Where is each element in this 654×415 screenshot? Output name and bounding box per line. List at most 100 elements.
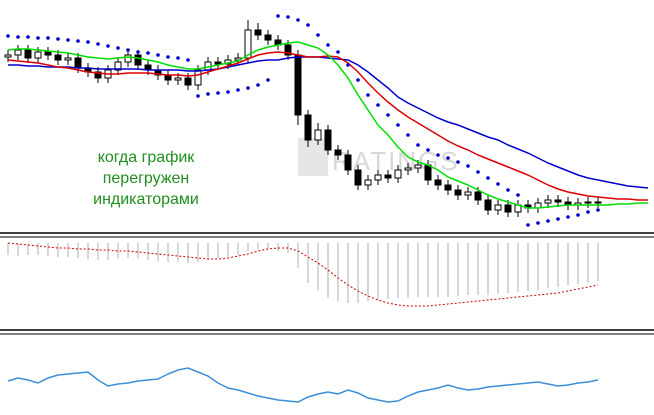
histogram-bar bbox=[97, 243, 99, 260]
candle-body bbox=[334, 149, 342, 156]
candle-body bbox=[264, 34, 272, 41]
sar-dot bbox=[56, 37, 60, 41]
sar-dot bbox=[506, 188, 510, 192]
histogram-bar bbox=[297, 243, 299, 268]
candle-body bbox=[44, 51, 52, 56]
histogram-bar bbox=[267, 243, 269, 249]
sar-dot bbox=[26, 35, 30, 39]
histogram-bar bbox=[337, 243, 339, 301]
sar-dot bbox=[126, 48, 130, 52]
sar-dot bbox=[306, 23, 310, 27]
sar-dot bbox=[286, 15, 290, 19]
sar-dot bbox=[176, 56, 180, 60]
candle-body bbox=[544, 199, 552, 204]
sar-dot bbox=[296, 18, 300, 22]
sar-dot bbox=[416, 143, 420, 147]
annotation: когда график bbox=[98, 149, 196, 166]
sar-dot bbox=[336, 50, 340, 54]
histogram-bar bbox=[427, 243, 429, 297]
histogram-bar bbox=[447, 243, 449, 297]
histogram-bar bbox=[317, 243, 319, 291]
sar-dot bbox=[516, 193, 520, 197]
histogram-bar bbox=[347, 243, 349, 303]
sar-dot bbox=[216, 91, 220, 95]
candle-body bbox=[404, 167, 412, 171]
histogram-bar bbox=[547, 243, 549, 288]
histogram-bar bbox=[397, 243, 399, 298]
histogram-bar bbox=[227, 243, 229, 257]
histogram-bar bbox=[567, 243, 569, 285]
signal-line bbox=[7, 242, 599, 307]
indicator-line bbox=[8, 56, 649, 189]
histogram-bar bbox=[467, 243, 469, 295]
candle-body bbox=[364, 179, 372, 186]
histogram-bar bbox=[87, 243, 89, 259]
logo-box bbox=[298, 138, 328, 176]
candle-body bbox=[324, 129, 332, 151]
sar-dot bbox=[206, 92, 210, 96]
histogram-bar bbox=[387, 243, 389, 299]
histogram-bar bbox=[437, 243, 439, 297]
candle-body bbox=[214, 61, 222, 65]
histogram-bar bbox=[457, 243, 459, 296]
histogram-bar bbox=[587, 243, 589, 283]
histogram-bar bbox=[307, 243, 309, 283]
candle-body bbox=[354, 169, 362, 186]
watermark-logo bbox=[298, 138, 328, 176]
histogram-bar bbox=[517, 243, 519, 292]
histogram-bar bbox=[367, 243, 369, 301]
sar-dot bbox=[146, 51, 150, 55]
candle-body bbox=[474, 191, 482, 201]
sar-dot bbox=[536, 221, 540, 225]
candle-body bbox=[554, 199, 562, 203]
histogram-bar bbox=[117, 243, 119, 259]
sar-dot bbox=[526, 223, 530, 227]
candle-body bbox=[304, 114, 312, 141]
candle-body bbox=[484, 199, 492, 211]
candle-body bbox=[424, 164, 432, 181]
histogram-bar bbox=[577, 243, 579, 284]
sar-dot bbox=[136, 50, 140, 54]
histogram-bar bbox=[527, 243, 529, 291]
indicator-line bbox=[7, 367, 599, 403]
sar-dot bbox=[316, 33, 320, 37]
sar-dot bbox=[46, 36, 50, 40]
sar-dot bbox=[36, 36, 40, 40]
histogram-bar bbox=[187, 243, 189, 263]
histogram-bar bbox=[137, 243, 139, 259]
sar-dot bbox=[66, 38, 70, 42]
histogram-bar bbox=[37, 243, 39, 255]
sar-dot bbox=[116, 46, 120, 50]
histogram-bar bbox=[557, 243, 559, 287]
histogram-bar bbox=[417, 243, 419, 297]
histogram-bar bbox=[247, 243, 249, 251]
histogram-bar bbox=[497, 243, 499, 294]
sar-dot bbox=[86, 40, 90, 44]
sar-dot bbox=[456, 160, 460, 164]
histogram-bar bbox=[257, 243, 259, 249]
histogram-bar bbox=[67, 243, 69, 257]
candle-body bbox=[344, 154, 352, 171]
histogram-bar bbox=[167, 243, 169, 262]
candle-body bbox=[504, 204, 512, 213]
sar-dot bbox=[16, 35, 20, 39]
histogram-bar bbox=[357, 243, 359, 303]
sar-dot bbox=[426, 148, 430, 152]
sar-dot bbox=[76, 39, 80, 43]
sar-dot bbox=[6, 34, 10, 38]
sar-dot bbox=[556, 217, 560, 221]
histogram-bar bbox=[77, 243, 79, 258]
candle-body bbox=[394, 169, 402, 179]
candle-body bbox=[444, 184, 452, 191]
candle-body bbox=[314, 129, 322, 141]
candle-body bbox=[24, 49, 32, 59]
candle-body bbox=[14, 49, 22, 56]
sar-dot bbox=[486, 176, 490, 180]
histogram-bar bbox=[537, 243, 539, 290]
histogram-bar bbox=[17, 243, 19, 256]
sar-dot bbox=[566, 215, 570, 219]
histogram-bar bbox=[107, 243, 109, 260]
sar-dot bbox=[366, 93, 370, 97]
histogram-bar bbox=[157, 243, 159, 261]
